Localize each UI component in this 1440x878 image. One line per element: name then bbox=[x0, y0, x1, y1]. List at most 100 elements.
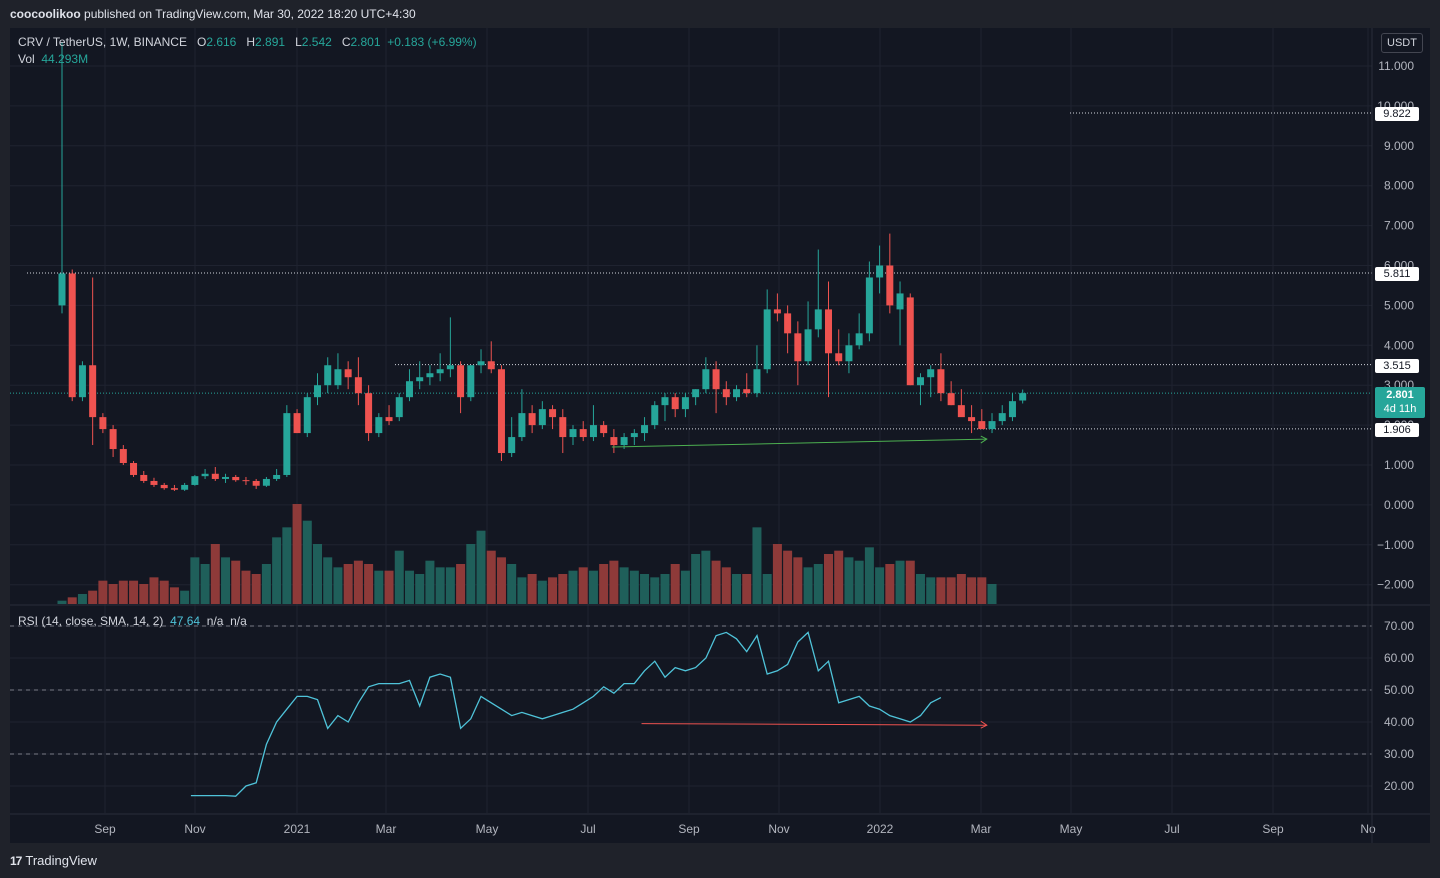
volume-bar bbox=[956, 574, 966, 604]
x-axis-label: 2022 bbox=[867, 822, 894, 836]
level-tag-5811: 5.811 bbox=[1375, 267, 1419, 281]
volume-bar bbox=[159, 580, 169, 604]
rsi-divergence-line bbox=[641, 723, 987, 726]
legend-rsi-na1: n/a bbox=[206, 614, 224, 628]
candle-body bbox=[620, 437, 628, 446]
candle-body bbox=[78, 365, 86, 398]
volume-bar bbox=[793, 557, 803, 604]
volume-bar bbox=[221, 557, 231, 604]
volume-bar bbox=[261, 564, 271, 604]
volume-bar bbox=[691, 554, 701, 604]
volume-bar bbox=[374, 570, 384, 604]
volume-bar bbox=[435, 567, 445, 604]
volume-bar bbox=[496, 557, 506, 604]
volume-bar bbox=[926, 577, 936, 604]
candle-body bbox=[600, 425, 608, 434]
volume-bar bbox=[537, 580, 547, 604]
legend-vol-label[interactable]: Vol bbox=[18, 52, 35, 66]
volume-bar bbox=[445, 567, 455, 604]
candle-body bbox=[405, 381, 413, 398]
candle-body bbox=[978, 421, 986, 430]
volume-bar bbox=[282, 527, 292, 604]
legend-rsi-value: 47.64 bbox=[170, 614, 201, 628]
rsi-line bbox=[190, 631, 942, 797]
candle-body bbox=[579, 429, 587, 438]
volume-bar bbox=[343, 564, 353, 604]
legend-symbol[interactable]: CRV / TetherUS, 1W, BINANCE bbox=[18, 35, 187, 49]
candle-body bbox=[58, 273, 66, 306]
author-name[interactable]: coocoolikoo bbox=[10, 7, 81, 21]
candle-body bbox=[733, 389, 741, 398]
candle-body bbox=[109, 429, 117, 450]
volume-bar bbox=[456, 564, 466, 604]
candle-body bbox=[211, 473, 219, 479]
candle-body bbox=[886, 265, 894, 306]
rsi-axis-label: 20.00 bbox=[1384, 779, 1414, 793]
volume-bar bbox=[425, 560, 435, 604]
legend-close-label: C bbox=[341, 35, 351, 49]
tradingview-logo[interactable]: 17 TradingView bbox=[10, 853, 97, 868]
candle-body bbox=[916, 377, 924, 386]
x-axis-label: Sep bbox=[94, 822, 116, 836]
candle-body bbox=[641, 425, 649, 434]
level-tag-3515: 3.515 bbox=[1375, 359, 1419, 373]
volume-bar bbox=[834, 550, 844, 604]
volume-bar bbox=[680, 570, 690, 604]
volume-bar bbox=[129, 580, 139, 604]
volume-bar bbox=[415, 574, 425, 604]
price-axis-label: 8.000 bbox=[1384, 179, 1414, 193]
legend-rsi-na2: n/a bbox=[230, 614, 247, 628]
candle-body bbox=[283, 413, 291, 475]
tradingview-logo-icon: 17 bbox=[10, 853, 22, 868]
candle-body bbox=[252, 480, 260, 486]
volume-bar bbox=[77, 594, 87, 604]
last-price-value: 2.801 bbox=[1386, 389, 1414, 401]
rsi-axis-label: 30.00 bbox=[1384, 747, 1414, 761]
candle-body bbox=[876, 265, 884, 278]
candle-body bbox=[365, 393, 373, 434]
legend-volume: Vol 44.293M bbox=[18, 52, 88, 66]
candle-body bbox=[845, 345, 853, 362]
candle-body bbox=[497, 369, 505, 454]
footer bbox=[0, 843, 1440, 878]
volume-bar bbox=[558, 574, 568, 604]
legend-rsi-label[interactable]: RSI (14, close, SMA, 14, 2) bbox=[18, 614, 164, 628]
volume-bar bbox=[210, 544, 220, 604]
volume-bar bbox=[977, 577, 987, 604]
volume-bar bbox=[885, 564, 895, 604]
candle-body bbox=[947, 393, 955, 406]
currency-badge[interactable]: USDT bbox=[1381, 33, 1423, 53]
candle-body bbox=[160, 484, 168, 489]
volume-bar bbox=[844, 557, 854, 604]
candle-body bbox=[589, 425, 597, 438]
candle-body bbox=[222, 476, 230, 479]
volume-bar bbox=[190, 557, 200, 604]
volume-bar bbox=[864, 547, 874, 604]
rsi-axis-label: 50.00 bbox=[1384, 683, 1414, 697]
volume-bar bbox=[149, 577, 159, 604]
volume-bar bbox=[875, 567, 885, 604]
candle-body bbox=[927, 369, 935, 378]
volume-bar bbox=[323, 557, 333, 604]
candle-body bbox=[314, 385, 321, 398]
volume-bar bbox=[803, 567, 813, 604]
chart-area[interactable] bbox=[10, 28, 1430, 843]
volume-bar bbox=[486, 550, 496, 604]
volume-bar bbox=[404, 570, 414, 604]
price-axis-label: 9.000 bbox=[1384, 139, 1414, 153]
x-axis-label: Jul bbox=[1164, 822, 1179, 836]
x-axis-label: 2021 bbox=[284, 822, 311, 836]
volume-bar bbox=[200, 564, 210, 604]
volume-bar bbox=[466, 544, 476, 604]
last-price-tag: 2.801 4d 11h bbox=[1375, 387, 1425, 418]
volume-bar bbox=[169, 587, 179, 604]
candle-body bbox=[426, 373, 434, 378]
volume-bar bbox=[629, 570, 639, 604]
price-axis-label: 4.000 bbox=[1384, 338, 1414, 352]
x-axis-label: Nov bbox=[184, 822, 205, 836]
volume-bar bbox=[364, 564, 374, 604]
candlestick-chart[interactable]: Sep Nov 2021 Mar May Jul Sep Nov 2022 Mar May Jul Se… bbox=[10, 28, 1430, 843]
volume-bar bbox=[251, 574, 261, 604]
volume-bar bbox=[824, 554, 833, 604]
candle-body bbox=[201, 473, 209, 477]
